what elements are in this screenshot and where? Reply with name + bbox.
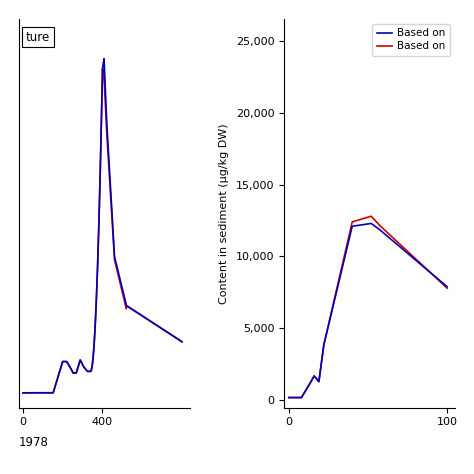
Y-axis label: Content in sediment (μg/kg DW): Content in sediment (μg/kg DW) [219, 123, 229, 304]
Text: ture: ture [26, 31, 50, 44]
Legend: Based on, Based on: Based on, Based on [373, 24, 450, 55]
Text: 1978: 1978 [19, 436, 49, 448]
